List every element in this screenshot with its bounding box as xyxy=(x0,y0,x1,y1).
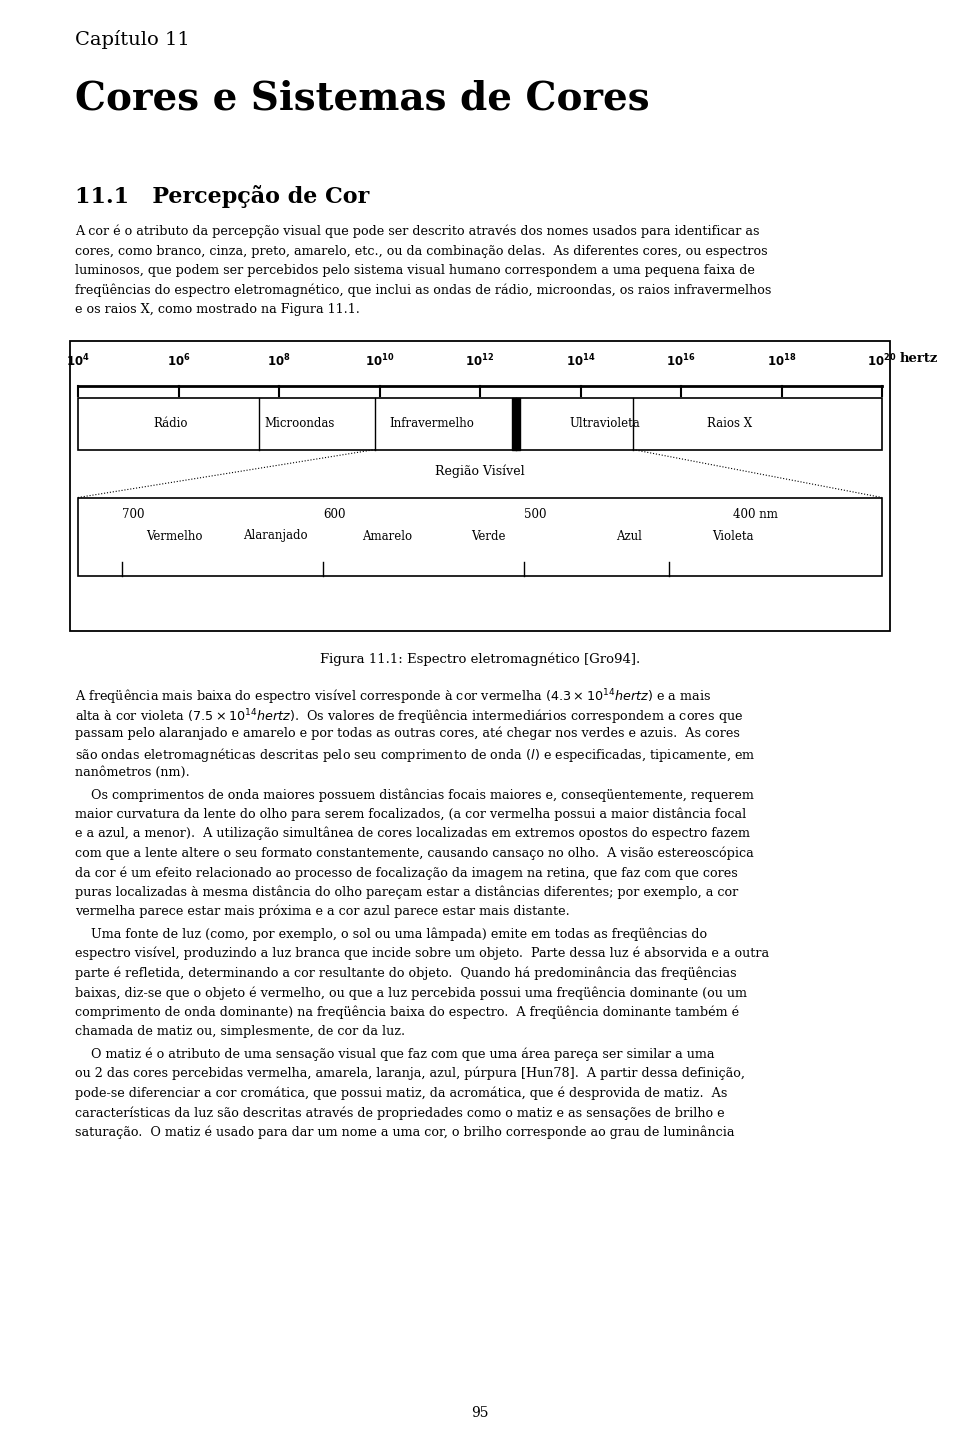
Text: $\mathbf{10^{12}}$: $\mathbf{10^{12}}$ xyxy=(466,352,494,369)
Text: saturação.  O matiz é usado para dar um nome a uma cor, o brilho corresponde ao : saturação. O matiz é usado para dar um n… xyxy=(75,1125,734,1138)
Text: $\mathbf{10^{8}}$: $\mathbf{10^{8}}$ xyxy=(267,352,291,369)
Text: hertz: hertz xyxy=(900,352,938,365)
Text: $\mathbf{10^{16}}$: $\mathbf{10^{16}}$ xyxy=(666,352,696,369)
Text: $\mathbf{10^{4}}$: $\mathbf{10^{4}}$ xyxy=(66,352,90,369)
Text: Uma fonte de luz (como, por exemplo, o sol ou uma lâmpada) emite em todas as fre: Uma fonte de luz (como, por exemplo, o s… xyxy=(75,928,708,941)
Text: são ondas eletromagnéticas descritas pelo seu comprimento de onda $(l)$ e especi: são ondas eletromagnéticas descritas pel… xyxy=(75,746,756,763)
Text: freqüências do espectro eletromagnético, que inclui as ondas de rádio, microonda: freqüências do espectro eletromagnético,… xyxy=(75,284,772,297)
Text: Cores e Sistemas de Cores: Cores e Sistemas de Cores xyxy=(75,80,650,118)
Text: nanômetros (nm).: nanômetros (nm). xyxy=(75,765,190,778)
Bar xyxy=(78,497,882,576)
Text: 600: 600 xyxy=(324,507,346,521)
Text: Ultravioleta: Ultravioleta xyxy=(569,417,640,430)
Text: puras localizadas à mesma distância do olho pareçam estar a distâncias diferente: puras localizadas à mesma distância do o… xyxy=(75,885,738,899)
Text: O matiz é o atributo de uma sensação visual que faz com que uma área pareça ser : O matiz é o atributo de uma sensação vis… xyxy=(75,1047,714,1061)
Bar xyxy=(78,397,882,449)
Text: parte é refletida, determinando a cor resultante do objeto.  Quando há predominâ: parte é refletida, determinando a cor re… xyxy=(75,967,736,980)
Bar xyxy=(70,340,890,631)
Text: pode-se diferenciar a cor cromática, que possui matiz, da acromática, que é desp: pode-se diferenciar a cor cromática, que… xyxy=(75,1086,728,1101)
Text: $\mathbf{10^{18}}$: $\mathbf{10^{18}}$ xyxy=(767,352,796,369)
Text: com que a lente altere o seu formato constantemente, causando cansaço no olho.  : com que a lente altere o seu formato con… xyxy=(75,846,754,859)
Text: A cor é o atributo da percepção visual que pode ser descrito através dos nomes u: A cor é o atributo da percepção visual q… xyxy=(75,225,759,238)
Text: Rádio: Rádio xyxy=(154,417,188,430)
Text: alta à cor violeta $(7.5 \times 10^{14}hertz)$.  Os valores de freqüência interm: alta à cor violeta $(7.5 \times 10^{14}h… xyxy=(75,707,743,727)
Text: cores, como branco, cinza, preto, amarelo, etc., ou da combinação delas.  As dif: cores, como branco, cinza, preto, amarel… xyxy=(75,244,768,257)
Text: luminosos, que podem ser percebidos pelo sistema visual humano correspondem a um: luminosos, que podem ser percebidos pelo… xyxy=(75,265,755,278)
Text: Vermelho: Vermelho xyxy=(146,529,203,542)
Text: Alaranjado: Alaranjado xyxy=(243,529,307,542)
Text: 400 nm: 400 nm xyxy=(733,507,779,521)
Text: Amarelo: Amarelo xyxy=(363,529,413,542)
Text: e a azul, a menor).  A utilização simultânea de cores localizadas em extremos op: e a azul, a menor). A utilização simultâ… xyxy=(75,827,750,840)
Text: passam pelo alaranjado e amarelo e por todas as outras cores, até chegar nos ver: passam pelo alaranjado e amarelo e por t… xyxy=(75,727,740,740)
Text: Azul: Azul xyxy=(615,529,641,542)
Text: Infravermelho: Infravermelho xyxy=(390,417,474,430)
Text: Microondas: Microondas xyxy=(264,417,334,430)
Text: espectro visível, produzindo a luz branca que incide sobre um objeto.  Parte des: espectro visível, produzindo a luz branc… xyxy=(75,947,769,961)
Text: da cor é um efeito relacionado ao processo de focalização da imagem na retina, q: da cor é um efeito relacionado ao proces… xyxy=(75,867,737,880)
Text: $\mathbf{10^{10}}$: $\mathbf{10^{10}}$ xyxy=(365,352,395,369)
Text: 700: 700 xyxy=(122,507,145,521)
Text: $\mathbf{10^{14}}$: $\mathbf{10^{14}}$ xyxy=(565,352,595,369)
Text: chamada de matiz ou, simplesmente, de cor da luz.: chamada de matiz ou, simplesmente, de co… xyxy=(75,1025,405,1038)
Text: Violeta: Violeta xyxy=(712,529,754,542)
Text: $\mathbf{10^{6}}$: $\mathbf{10^{6}}$ xyxy=(167,352,190,369)
Text: Raios X: Raios X xyxy=(707,417,752,430)
Text: maior curvatura da lente do olho para serem focalizados, (a cor vermelha possui : maior curvatura da lente do olho para se… xyxy=(75,807,746,822)
Text: Capítulo 11: Capítulo 11 xyxy=(75,31,190,49)
Text: ou 2 das cores percebidas vermelha, amarela, laranja, azul, púrpura [Hun78].  A : ou 2 das cores percebidas vermelha, amar… xyxy=(75,1067,745,1080)
Text: Os comprimentos de onda maiores possuem distâncias focais maiores e, conseqüente: Os comprimentos de onda maiores possuem … xyxy=(75,788,754,801)
Text: e os raios X, como mostrado na Figura 11.1.: e os raios X, como mostrado na Figura 11… xyxy=(75,302,360,316)
Text: baixas, diz-se que o objeto é vermelho, ou que a luz percebida possui uma freqüê: baixas, diz-se que o objeto é vermelho, … xyxy=(75,986,747,999)
Text: vermelha parece estar mais próxima e a cor azul parece estar mais distante.: vermelha parece estar mais próxima e a c… xyxy=(75,904,569,919)
Text: Região Visível: Região Visível xyxy=(435,465,525,478)
Text: Figura 11.1: Espectro eletromagnético [Gro94].: Figura 11.1: Espectro eletromagnético [G… xyxy=(320,653,640,666)
Text: 11.1   Percepção de Cor: 11.1 Percepção de Cor xyxy=(75,185,370,208)
Text: 500: 500 xyxy=(524,507,547,521)
Text: $\mathbf{10^{20}}$: $\mathbf{10^{20}}$ xyxy=(867,352,897,369)
Text: 95: 95 xyxy=(471,1406,489,1421)
Text: A freqüência mais baixa do espectro visível corresponde à cor vermelha $(4.3 \ti: A freqüência mais baixa do espectro visí… xyxy=(75,688,711,707)
Text: características da luz são descritas através de propriedades como o matiz e as s: características da luz são descritas atr… xyxy=(75,1106,725,1120)
Text: Verde: Verde xyxy=(470,529,505,542)
Text: comprimento de onda dominante) na freqüência baixa do espectro.  A freqüência do: comprimento de onda dominante) na freqüê… xyxy=(75,1006,739,1019)
